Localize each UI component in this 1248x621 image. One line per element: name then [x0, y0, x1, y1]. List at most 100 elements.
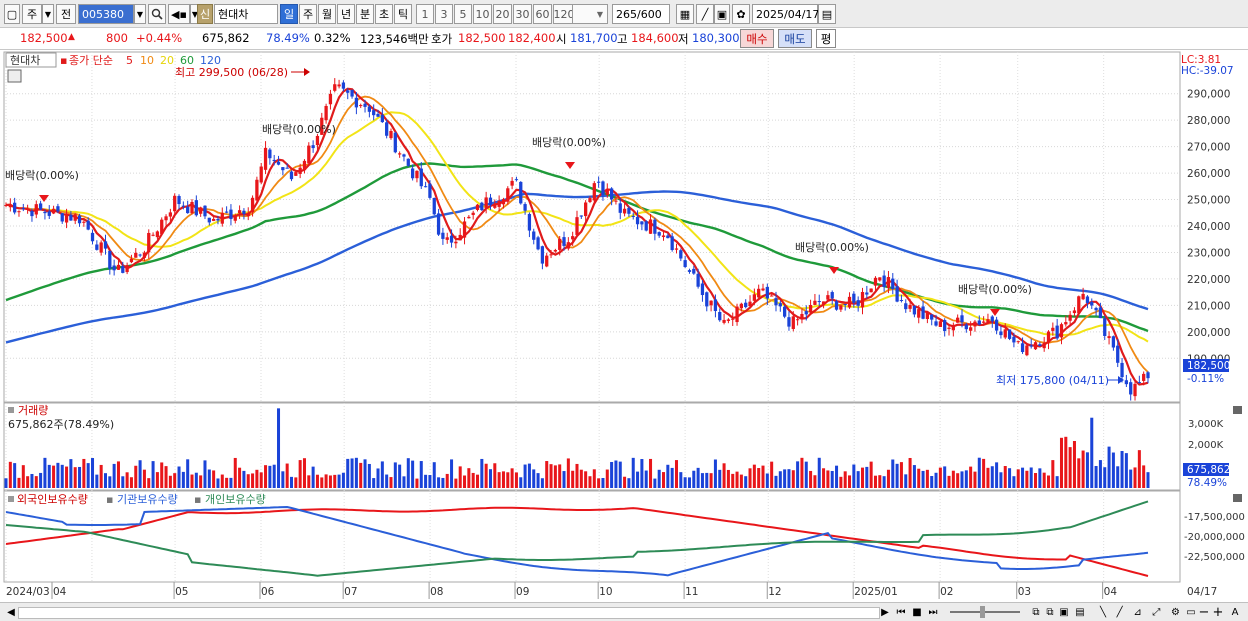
candle-body	[951, 325, 955, 331]
candle-body	[315, 135, 320, 146]
minus-icon[interactable]: −	[1198, 604, 1210, 620]
period-select[interactable]: 주	[22, 4, 42, 24]
volume-bar	[493, 463, 497, 488]
candle-body	[367, 106, 372, 112]
volume-bar	[73, 467, 77, 488]
prev-button[interactable]: 전	[56, 4, 76, 24]
volume-bar	[579, 469, 583, 488]
period-tab[interactable]: 년	[337, 4, 355, 24]
search-icon[interactable]	[148, 4, 166, 24]
period-tab[interactable]: 주	[299, 4, 317, 24]
period-tab[interactable]: 분	[356, 4, 374, 24]
period-tab[interactable]: 초	[375, 4, 393, 24]
candle-body	[938, 321, 943, 327]
zoom-out-icon[interactable]: ▭	[1186, 606, 1196, 618]
line-tool-icon[interactable]: ╱	[696, 4, 714, 24]
fib-icon[interactable]: ⊿	[1133, 606, 1142, 618]
plus-icon[interactable]: +	[1212, 604, 1224, 620]
interval-button[interactable]: 30	[513, 4, 532, 24]
volume-bar	[34, 476, 38, 488]
eval-button[interactable]: 평	[816, 29, 836, 48]
candle-body	[804, 311, 808, 315]
layout2-icon[interactable]: ⧉	[1046, 606, 1054, 618]
volume-bar	[506, 472, 510, 488]
holding-tick: -20,000,000	[1184, 532, 1245, 543]
ma-legend-title: 종가 단순	[69, 54, 113, 67]
volume-bar	[657, 469, 661, 488]
speaker-icon[interactable]: ◀▪	[168, 4, 190, 24]
dividend-label: 배당락(0.00%)	[532, 136, 606, 149]
font-size-icon[interactable]: A	[1231, 606, 1239, 618]
candle-body	[834, 301, 839, 310]
interval-button[interactable]: 1	[416, 4, 434, 24]
trend-icon[interactable]: ╱	[1116, 606, 1123, 618]
next-page-icon[interactable]: ⏭	[928, 606, 938, 618]
date-field[interactable]: 2025/04/17	[752, 4, 819, 24]
stop-icon[interactable]: ■	[912, 606, 922, 618]
interval-button[interactable]: 10	[473, 4, 492, 24]
zoom-slider[interactable]	[950, 611, 1020, 613]
candle-body	[21, 208, 25, 210]
volume-title: 거래량	[18, 404, 48, 417]
gear-icon[interactable]: ✿	[732, 4, 750, 24]
open-price: 181,700	[570, 31, 618, 45]
volume-bar	[134, 465, 138, 488]
buy-button[interactable]: 매수	[740, 29, 774, 48]
measure-icon[interactable]: ⤢	[1152, 606, 1161, 618]
grid-toggle-icon[interactable]	[7, 69, 22, 83]
period-tab[interactable]: 일	[280, 4, 298, 24]
volume-bar	[649, 458, 653, 488]
count-field[interactable]: 265/600	[612, 4, 670, 24]
volume-bar	[938, 467, 942, 488]
interval-button[interactable]: 20	[493, 4, 512, 24]
candle-body	[584, 202, 588, 217]
period-tab[interactable]: 틱	[394, 4, 412, 24]
volume-bar	[1064, 436, 1068, 488]
holding-panel-close-icon[interactable]	[1233, 494, 1242, 502]
interval-button[interactable]: 3	[435, 4, 453, 24]
interval-dropdown[interactable]: ▼	[572, 4, 608, 24]
volume-panel-close-icon[interactable]	[1233, 406, 1242, 414]
volume-bar	[160, 462, 164, 488]
window-menu-icon[interactable]: ▢	[4, 4, 20, 24]
camera-icon[interactable]: ▣	[1059, 606, 1069, 618]
horizontal-scrollbar[interactable]	[18, 607, 880, 619]
dividend-annotation: 배당락(0.00%)	[795, 241, 869, 274]
calendar-icon[interactable]: ▤	[818, 4, 836, 24]
settings-icon[interactable]: ⚙	[1171, 606, 1180, 618]
volume-bar	[709, 473, 713, 488]
code-dropdown-icon[interactable]: ▼	[134, 4, 146, 24]
candle-body	[687, 270, 692, 272]
print-icon[interactable]: ▤	[1075, 606, 1085, 618]
volume-bar	[112, 463, 116, 488]
candle-body	[359, 105, 363, 107]
volume-bar	[147, 478, 151, 488]
volume-bar	[930, 476, 934, 488]
candle-body	[155, 231, 160, 238]
volume-bar	[947, 475, 951, 488]
sell-button[interactable]: 매도	[778, 29, 812, 48]
stock-chart[interactable]: 190,000200,000210,000220,000230,000240,0…	[0, 50, 1248, 602]
chart-type-icon[interactable]: ▦	[676, 4, 694, 24]
volume-bar	[519, 477, 523, 488]
period-tab[interactable]: 월	[318, 4, 336, 24]
interval-button[interactable]: 60	[533, 4, 552, 24]
drawing-tools[interactable]: ╲ ╱ ⊿ ⤢ ⚙	[1100, 605, 1180, 619]
prev-page-icon[interactable]: ⏮	[896, 606, 906, 618]
high-price: 184,600	[631, 31, 679, 45]
save-icon[interactable]: ▣	[714, 4, 730, 24]
stock-name-field[interactable]: 현대차	[214, 4, 278, 24]
period-dropdown-icon[interactable]: ▼	[42, 4, 54, 24]
volume-value: 675,862	[202, 31, 250, 45]
candle-body	[467, 216, 471, 219]
scroll-left-icon[interactable]: ◀	[7, 606, 15, 618]
interval-button[interactable]: 5	[454, 4, 472, 24]
scroll-right-icon[interactable]: ▶	[881, 606, 889, 618]
volume-bar	[294, 477, 298, 488]
volume-bar	[95, 474, 99, 488]
layout-icon[interactable]: ⧉	[1032, 606, 1040, 618]
zoom-slider-handle[interactable]	[980, 606, 985, 618]
volume-bar	[761, 465, 765, 488]
line-icon[interactable]: ╲	[1100, 606, 1107, 618]
code-input[interactable]: 005380	[78, 4, 134, 24]
